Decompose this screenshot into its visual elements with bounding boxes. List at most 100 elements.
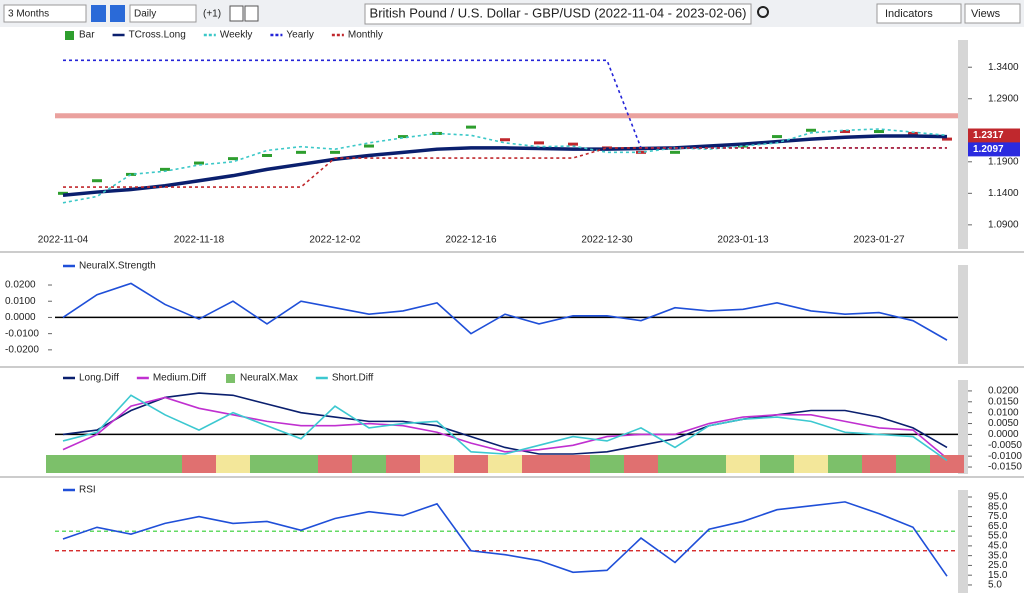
zoom-out[interactable] <box>110 5 125 22</box>
strip-segment <box>862 455 896 473</box>
strip-segment <box>828 455 862 473</box>
y-tick-label: 0.0150 <box>988 396 1019 407</box>
series-line <box>62 501 948 577</box>
strip-segment <box>148 455 182 473</box>
strip-segment <box>726 455 760 473</box>
strip-segment <box>386 455 420 473</box>
legend-label: Weekly <box>220 30 253 41</box>
x-tick-label: 2022-12-02 <box>309 235 361 246</box>
strip-segment <box>488 455 522 473</box>
y-tick-label: 0.0200 <box>988 386 1019 397</box>
y-tick-label: 1.1900 <box>988 156 1019 167</box>
strip-segment <box>114 455 148 473</box>
series-line <box>62 396 948 459</box>
y-tick-label: 1.1400 <box>988 188 1019 199</box>
zoom-in[interactable] <box>91 5 106 22</box>
offset-text: (+1) <box>203 9 221 20</box>
strip-segment <box>216 455 250 473</box>
y-tick-label: 0.0100 <box>5 296 36 307</box>
strip-segment <box>46 455 80 473</box>
y-tick-label: 85.0 <box>988 501 1008 512</box>
legend-swatch <box>65 31 74 40</box>
strip-segment <box>284 455 318 473</box>
strip-segment <box>760 455 794 473</box>
x-tick-label: 2022-12-16 <box>445 235 497 246</box>
strip-segment <box>624 455 658 473</box>
y-tick-label: 35.0 <box>988 550 1008 561</box>
strip-segment <box>182 455 216 473</box>
y-tick-label: 1.3400 <box>988 62 1019 73</box>
x-tick-label: 2023-01-13 <box>717 235 769 246</box>
y-tick-label: 0.0100 <box>988 407 1019 418</box>
strip-segment <box>352 455 386 473</box>
x-tick-label: 2022-11-04 <box>38 235 89 246</box>
title-box <box>364 3 752 25</box>
x-tick-label: 2022-11-18 <box>174 235 225 246</box>
offset-plus[interactable] <box>229 5 244 22</box>
strip-segment <box>420 455 454 473</box>
period-text: 3 Months <box>8 9 49 20</box>
axis-strip <box>958 380 968 474</box>
legend-label: NeuralX.Max <box>240 373 298 384</box>
y-tick-label: 1.2900 <box>988 93 1019 104</box>
y-tick-label: 95.0 <box>988 492 1008 503</box>
legend-label: Long.Diff <box>79 373 119 384</box>
series-line <box>62 392 948 455</box>
strip-segment <box>318 455 352 473</box>
series-line <box>62 134 948 197</box>
strip-segment <box>80 455 114 473</box>
period-select[interactable] <box>3 4 87 23</box>
strip-segment <box>794 455 828 473</box>
indicators-button[interactable] <box>876 3 962 24</box>
legend-label: Short.Diff <box>332 373 374 384</box>
y-tick-label: 0.0000 <box>988 429 1019 440</box>
price-label-box <box>968 128 1020 143</box>
legend-label: RSI <box>79 485 96 496</box>
strip-segment <box>522 455 556 473</box>
series-line <box>63 147 947 188</box>
axis-strip <box>958 40 968 249</box>
y-tick-label: 25.0 <box>988 560 1008 571</box>
y-tick-label: 0.0000 <box>5 312 36 323</box>
legend-label: NeuralX.Strength <box>79 261 156 272</box>
strip-segment <box>250 455 284 473</box>
y-tick-label: 55.0 <box>988 531 1008 542</box>
strip-segment <box>556 455 590 473</box>
chart-title: British Pound / U.S. Dollar - GBP/USD (2… <box>370 5 747 20</box>
y-tick-label: 75.0 <box>988 511 1008 522</box>
price-label: 1.2317 <box>973 130 1004 141</box>
y-tick-label: 15.0 <box>988 570 1008 581</box>
zone <box>55 113 958 119</box>
search-icon[interactable] <box>757 6 769 18</box>
strip-segment <box>454 455 488 473</box>
legend-swatch <box>226 374 236 383</box>
strip-segment <box>658 455 692 473</box>
y-tick-label: -0.0050 <box>988 440 1022 451</box>
legend-label: Yearly <box>286 30 313 41</box>
y-tick-label: -0.0200 <box>5 344 39 355</box>
views-button[interactable] <box>964 3 1021 24</box>
y-tick-label: -0.0100 <box>988 451 1022 462</box>
interval-text: Daily <box>134 9 156 20</box>
strip-segment <box>930 455 964 473</box>
y-tick-label: 0.0050 <box>988 418 1019 429</box>
legend-label: Bar <box>79 30 95 41</box>
y-tick-label: 0.0200 <box>5 280 36 291</box>
interval-select[interactable] <box>129 4 197 23</box>
y-tick-label: -0.0100 <box>5 328 39 339</box>
series-line <box>62 128 948 204</box>
y-tick-label: -0.0150 <box>988 462 1022 473</box>
axis-strip <box>958 265 968 364</box>
series-line <box>62 282 948 341</box>
strip-segment <box>590 455 624 473</box>
price-label-box <box>968 142 1020 157</box>
series-line <box>62 394 948 462</box>
views-text: Views <box>971 8 1001 20</box>
price-label: 1.2097 <box>973 144 1004 155</box>
legend-label: Medium.Diff <box>153 373 206 384</box>
x-tick-label: 2023-01-27 <box>853 235 905 246</box>
offset-minus[interactable] <box>244 5 259 22</box>
strip-segment <box>692 455 726 473</box>
